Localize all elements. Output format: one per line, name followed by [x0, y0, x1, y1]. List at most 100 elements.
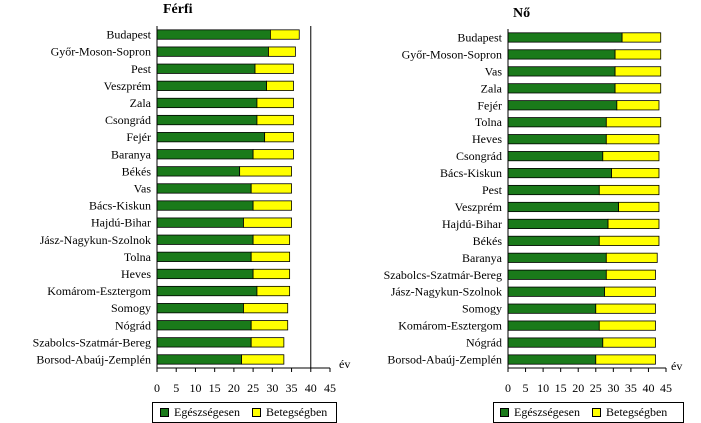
x-tick-label: 5 — [523, 381, 529, 395]
bar-healthy — [507, 49, 616, 60]
bar-ill — [605, 252, 658, 263]
bar-healthy — [156, 268, 254, 280]
bar-ill — [598, 235, 660, 246]
category-label: Tolna — [475, 115, 503, 129]
category-label: Fejér — [477, 98, 502, 112]
category-label: Hajdú-Bihar — [91, 216, 151, 230]
category-label: Bács-Kiskun — [89, 199, 151, 213]
category-label: Baranya — [111, 147, 152, 161]
legend-female: Egészségesen Betegségben — [500, 405, 679, 420]
legend-item-healthy: Egészségesen — [160, 405, 240, 420]
bar-healthy — [507, 134, 607, 145]
chart-title: Nő — [513, 6, 530, 21]
bar-ill — [595, 303, 656, 314]
category-label: Nógrád — [466, 336, 502, 350]
bar-healthy — [507, 66, 616, 77]
category-label: Vas — [485, 64, 503, 78]
bar-ill — [602, 151, 660, 162]
x-tick-label: 30 — [607, 381, 619, 395]
category-label: Zala — [130, 96, 152, 110]
x-tick-label: 35 — [625, 381, 637, 395]
bar-ill — [614, 49, 662, 60]
x-tick-label: 15 — [555, 381, 567, 395]
x-tick-label: 20 — [572, 381, 584, 395]
legend-label-healthy: Egészségesen — [174, 405, 240, 419]
bar-healthy — [156, 303, 244, 314]
bar-ill — [250, 337, 285, 348]
bar-ill — [614, 66, 662, 77]
bar-ill — [602, 337, 656, 348]
bar-ill — [614, 83, 662, 94]
x-tick-label: 35 — [286, 381, 298, 395]
category-label: Komárom-Esztergom — [398, 319, 502, 333]
bar-healthy — [507, 184, 600, 196]
bar-healthy — [156, 29, 271, 40]
chart-male: Férfi Budapest Győr-Moson-Sopron Pest Veszpr… — [33, 2, 351, 395]
bar-healthy — [156, 63, 256, 74]
x-tick-label: 40 — [642, 381, 654, 395]
bar-ill — [250, 251, 291, 262]
bar-healthy — [156, 285, 258, 297]
category-label: Békés — [122, 164, 152, 178]
legend-swatch-healthy-2 — [500, 408, 509, 417]
bar-healthy — [156, 251, 252, 262]
chart-female: Nő Budapest Győr-Moson-Sopron Vas Zala Fejér T… — [384, 6, 683, 395]
axis-unit-label: év — [671, 359, 682, 373]
bar-ill — [607, 218, 660, 229]
bar-healthy — [507, 252, 607, 263]
bar-ill — [250, 320, 289, 331]
category-label: Budapest — [457, 30, 502, 44]
bar-healthy — [156, 80, 267, 91]
bar-healthy — [156, 132, 266, 143]
bar-healthy — [156, 183, 252, 194]
bar-ill — [611, 168, 660, 179]
legend-label-ill-2: Betegségben — [605, 405, 668, 419]
bar-healthy — [507, 151, 604, 162]
category-label: Hajdú-Bihar — [442, 217, 502, 231]
category-label: Szabolcs-Szatmár-Bereg — [33, 335, 151, 349]
axis-unit-label: év — [339, 357, 350, 371]
category-label: Heves — [121, 267, 151, 281]
bar-healthy — [507, 235, 600, 246]
category-label: Budapest — [106, 28, 151, 42]
x-tick-label: 25 — [247, 381, 259, 395]
category-label: Tolna — [124, 250, 152, 264]
bar-healthy — [507, 320, 600, 331]
x-tick-label: 40 — [305, 381, 317, 395]
category-label: Jász-Nagykun-Szolnok — [391, 285, 502, 299]
category-label: Győr-Moson-Sopron — [51, 45, 151, 59]
category-label: Vas — [134, 181, 152, 195]
bar-healthy — [507, 286, 605, 297]
category-label: Borsod-Abaúj-Zemplén — [36, 352, 151, 366]
x-tick-label: 25 — [590, 381, 602, 395]
category-label: Veszprém — [455, 200, 503, 214]
bar-healthy — [507, 83, 616, 94]
bar-ill — [604, 286, 656, 297]
category-label: Borsod-Abaúj-Zemplén — [387, 353, 502, 367]
bar-healthy — [156, 320, 252, 331]
category-label: Baranya — [462, 251, 503, 265]
bar-ill — [270, 29, 300, 40]
bar-ill — [605, 117, 662, 128]
x-tick-label: 45 — [324, 381, 336, 395]
category-label: Békés — [473, 234, 503, 248]
bar-ill — [252, 149, 294, 160]
bar-healthy — [156, 354, 242, 365]
bar-ill — [243, 217, 292, 228]
legend-item-ill: Betegségben — [251, 405, 328, 420]
bar-ill — [268, 46, 296, 57]
bar-healthy — [507, 100, 618, 111]
category-label: Somogy — [462, 302, 502, 316]
category-label: Heves — [472, 132, 502, 146]
category-label: Fejér — [126, 130, 151, 144]
legend-male: Egészségesen Betegségben — [160, 405, 339, 420]
bar-ill — [256, 285, 291, 297]
legend-swatch-ill — [251, 408, 261, 417]
bar-healthy — [507, 218, 609, 229]
bar-ill — [598, 184, 660, 196]
bar-ill — [266, 80, 294, 91]
bar-ill — [256, 114, 294, 126]
legend-label-ill: Betegségben — [265, 405, 328, 419]
bar-ill — [241, 354, 285, 365]
